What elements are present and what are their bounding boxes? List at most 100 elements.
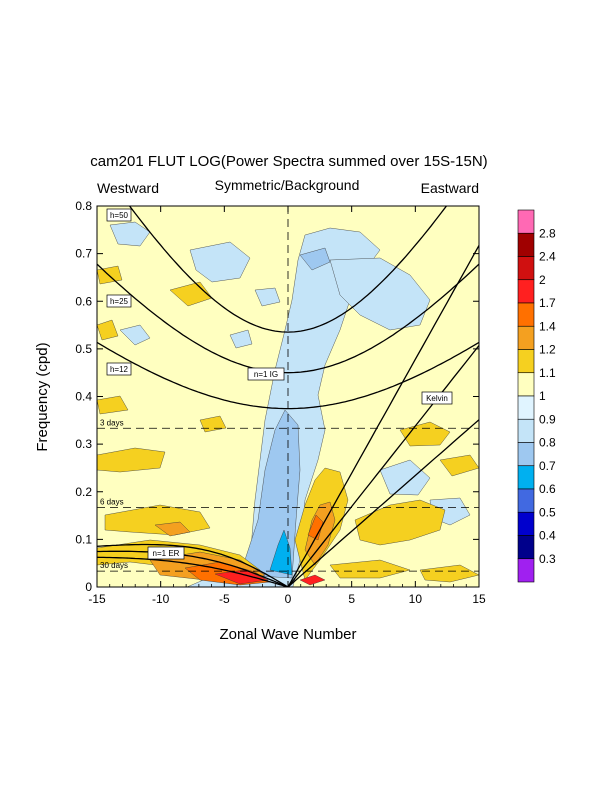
colorbar-swatch xyxy=(517,488,535,513)
contour-region xyxy=(97,319,119,341)
colorbar-label: 1.7 xyxy=(539,296,556,310)
colorbar-swatch xyxy=(517,232,535,257)
colorbar-swatch xyxy=(517,325,535,350)
contour-region xyxy=(97,395,129,415)
curve-label-box: Kelvin xyxy=(421,391,453,405)
x-tick-label: -5 xyxy=(219,592,230,606)
colorbar-swatch xyxy=(517,535,535,560)
y-tick-label: 0.7 xyxy=(75,247,92,261)
period-label: 6 days xyxy=(100,498,124,507)
curve-label-box: n=1 ER xyxy=(147,546,185,560)
curve-label: n=1 ER xyxy=(153,549,180,558)
colorbar-swatch xyxy=(517,511,535,536)
colorbar-label: 0.9 xyxy=(539,412,556,426)
colorbar-label: 2 xyxy=(539,273,546,287)
colorbar-label: 1.2 xyxy=(539,343,556,357)
colorbar-swatch xyxy=(517,279,535,304)
curve-label: h=25 xyxy=(110,297,129,306)
x-tick-label: -15 xyxy=(88,592,106,606)
er-curve xyxy=(97,550,289,587)
kelvin-curve xyxy=(287,419,479,587)
ig-curve xyxy=(128,206,448,333)
x-axis-label: Zonal Wave Number xyxy=(220,626,357,643)
contour-region xyxy=(329,559,411,579)
y-tick-label: 0.2 xyxy=(75,485,92,499)
colorbar-swatch xyxy=(517,395,535,420)
y-tick-label: 0.1 xyxy=(75,532,92,546)
curve-label-box: h=12 xyxy=(106,362,132,376)
colorbar-swatch xyxy=(517,302,535,327)
y-axis-label: Frequency (cpd) xyxy=(34,342,51,451)
contour-region xyxy=(299,574,326,586)
subtitle-westward: Westward xyxy=(97,180,159,196)
y-tick-label: 0.8 xyxy=(75,199,92,213)
colorbar-swatch xyxy=(517,418,535,443)
axis-ticks: -15 -10 -5 0 5 10 15 0 0.1 0.2 0.3 0.4 0.5 0.6 0.7 0.8 xyxy=(75,199,486,606)
colorbar-label: 2.8 xyxy=(539,226,556,240)
x-tick-label: 15 xyxy=(472,592,486,606)
contour-region xyxy=(186,227,381,587)
contour-region xyxy=(354,499,446,546)
curve-labels: h=50 h=25 h=12 n=1 IG Kelvin n=1 ER 3 days 6 da… xyxy=(100,208,453,570)
x-tick-label: -10 xyxy=(152,592,170,606)
er-curve xyxy=(97,543,289,587)
contour-region xyxy=(329,257,431,331)
colorbar-label: 1.4 xyxy=(539,319,556,333)
curve-label-box: n=1 IG xyxy=(247,367,285,381)
curve-label-box: h=50 xyxy=(106,208,132,222)
colorbar-label: 1 xyxy=(539,389,546,403)
period-label: 3 days xyxy=(100,418,124,427)
colorbar-label: 0.3 xyxy=(539,552,556,566)
colorbar-swatch xyxy=(517,349,535,374)
x-tick-label: 0 xyxy=(285,592,292,606)
colorbar-label: 0.8 xyxy=(539,436,556,450)
y-tick-label: 0.6 xyxy=(75,294,92,308)
ig-curve xyxy=(97,263,479,374)
contour-region xyxy=(189,241,251,283)
x-tick-label: 10 xyxy=(409,592,423,606)
colorbar-label: 0.4 xyxy=(539,529,556,543)
reference-lines xyxy=(97,206,479,587)
y-tick-label: 0 xyxy=(85,580,92,594)
curve-label: h=50 xyxy=(110,211,129,220)
kelvin-curve xyxy=(287,345,479,587)
colorbar-swatch xyxy=(517,558,535,583)
contour-region xyxy=(379,459,431,496)
y-tick-label: 0.4 xyxy=(75,390,92,404)
colorbar-label: 2.4 xyxy=(539,250,556,264)
kelvin-curve xyxy=(287,245,479,587)
curve-label: n=1 IG xyxy=(254,370,278,379)
curve-label-box: h=25 xyxy=(106,294,132,308)
x-tick-label: 5 xyxy=(348,592,355,606)
contour-region xyxy=(439,454,479,477)
colorbar-label: 0.7 xyxy=(539,459,556,473)
contour-region xyxy=(419,564,479,583)
contour-region xyxy=(154,521,191,537)
colorbar-label: 0.5 xyxy=(539,505,556,519)
colorbar-label: 0.6 xyxy=(539,482,556,496)
y-tick-label: 0.5 xyxy=(75,342,92,356)
colorbar-label: 1.1 xyxy=(539,366,556,380)
subtitle-symmetric: Symmetric/Background xyxy=(215,177,360,193)
colorbar-swatch xyxy=(517,372,535,397)
contour-region xyxy=(254,287,281,307)
y-tick-label: 0.3 xyxy=(75,437,92,451)
contour-region xyxy=(109,221,151,247)
contour-region xyxy=(97,447,166,473)
ig-curve xyxy=(97,341,479,410)
contour-region xyxy=(299,247,331,271)
subtitle-eastward: Eastward xyxy=(421,180,479,196)
contour-region xyxy=(119,324,151,346)
plot-area: h=50 h=25 h=12 n=1 IG Kelvin n=1 ER 3 days 6 da… xyxy=(75,199,486,606)
colorbar-swatch xyxy=(517,465,535,490)
curve-label: h=12 xyxy=(110,365,129,374)
colorbar-swatch xyxy=(517,209,535,234)
contour-region xyxy=(229,329,253,349)
curve-label: Kelvin xyxy=(426,394,448,403)
chart-title: cam201 FLUT LOG(Power Spectra summed ove… xyxy=(90,153,487,170)
period-label: 30 days xyxy=(100,561,128,570)
colorbar: 2.8 2.4 2 1.7 1.4 1.2 1.1 1 0.9 0.8 0.7 0.6 0.5 0.4 0.… xyxy=(517,209,556,583)
colorbar-swatch xyxy=(517,442,535,467)
er-curve xyxy=(97,556,289,587)
